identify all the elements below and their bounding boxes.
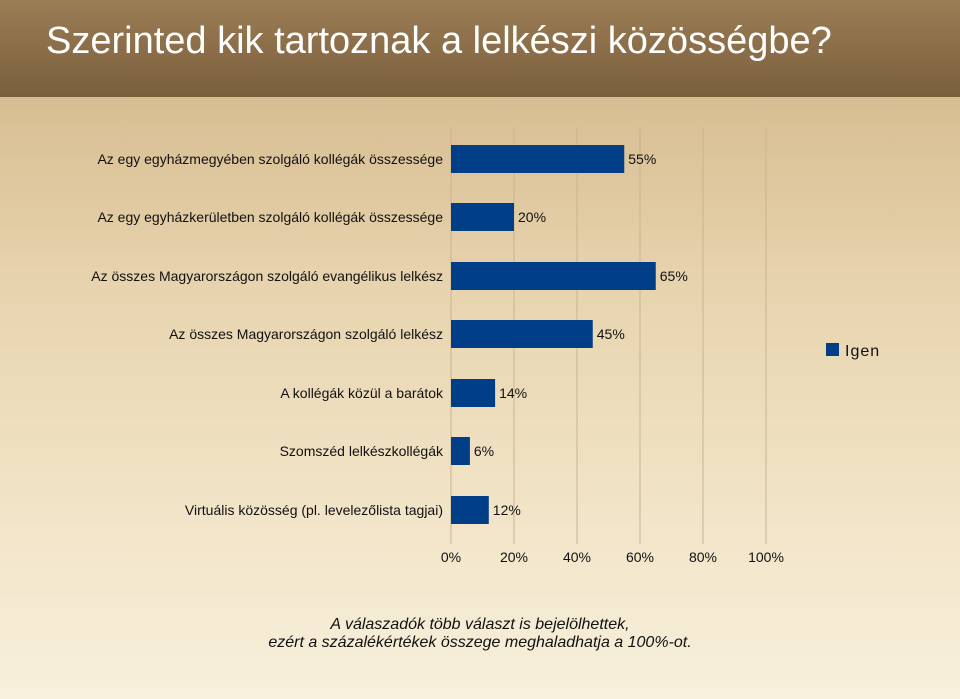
value-label: 45% [597,326,625,342]
bar [451,262,656,290]
x-tick-label: 60% [626,549,654,565]
page-title: Szerinted kik tartoznak a lelkészi közös… [46,20,832,62]
x-tick-label: 100% [748,549,784,565]
category-labels: Az egy egyházmegyében szolgáló kollégák … [91,151,444,518]
value-label: 55% [628,151,656,167]
bar [451,203,514,231]
bar [451,496,489,524]
x-tick-label: 80% [689,549,717,565]
title-bar: Szerinted kik tartoznak a lelkészi közös… [0,0,960,97]
bar-chart: Az egy egyházmegyében szolgáló kollégák … [91,127,880,565]
x-tick-label: 0% [441,549,461,565]
category-label: Az összes Magyarországon szolgáló evangé… [91,268,443,284]
category-label: Az összes Magyarországon szolgáló lelkés… [169,326,443,342]
bars [451,145,656,524]
value-label: 12% [493,502,521,518]
legend-label: Igen [845,343,880,360]
legend: Igen [826,343,880,360]
bar [451,379,496,407]
value-label: 65% [660,268,688,284]
value-labels: 55% 20% 65% 45% 14% 6% 12% [474,151,688,518]
x-tick-label: 40% [563,549,591,565]
legend-swatch [826,343,839,356]
x-axis-ticks: 0% 20% 40% 60% 80% 100% [441,549,784,565]
category-label: Szomszéd lelkészkollégák [280,443,444,459]
bar [451,145,625,173]
x-tick-label: 20% [500,549,528,565]
value-label: 6% [474,443,494,459]
category-label: Az egy egyházkerületben szolgáló kollégá… [97,209,443,225]
bar [451,320,593,348]
value-label: 14% [499,385,527,401]
category-label: A kollégák közül a barátok [280,385,444,401]
footnote-line-1: A válaszadók több választ is bejelölhett… [330,616,630,633]
footnote-line-2: ezért a százalékértékek összege meghalad… [268,634,692,651]
category-label: Virtuális közösség (pl. levelezőlista ta… [185,502,443,518]
category-label: Az egy egyházmegyében szolgáló kollégák … [97,151,443,167]
value-label: 20% [518,209,546,225]
bar [451,437,470,465]
